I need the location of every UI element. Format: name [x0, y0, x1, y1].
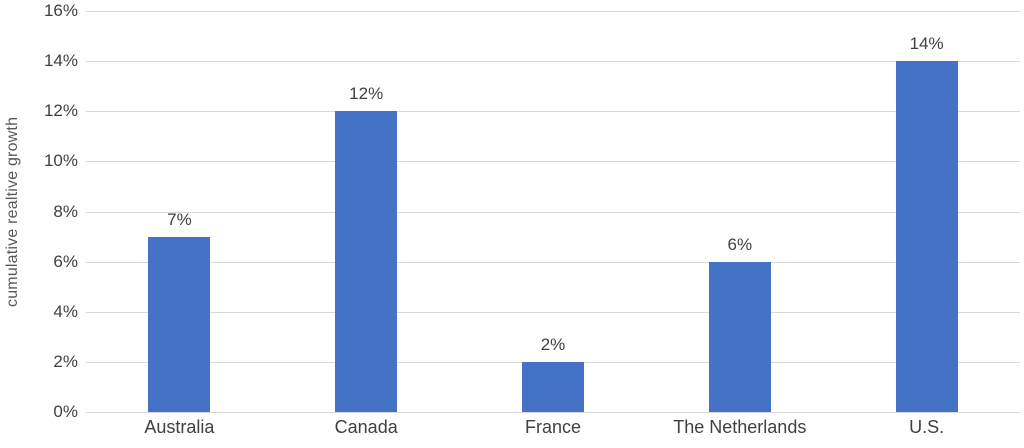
- bar-value-label: 7%: [167, 209, 192, 229]
- y-tick-label: 16%: [43, 1, 78, 20]
- gridline: [86, 61, 1020, 63]
- x-axis-labels: Australia Canada France The Netherlands U.S.: [86, 417, 1020, 443]
- gridline: [86, 11, 1020, 12]
- gridline: [86, 161, 1020, 163]
- y-tick-label: 0%: [53, 402, 78, 421]
- gridline: [86, 111, 1020, 113]
- x-axis-category-label: Australia: [144, 417, 215, 437]
- y-tick-label: 12%: [43, 101, 78, 121]
- bar-australia: [148, 236, 211, 412]
- x-axis-category-label: U.S.: [909, 417, 945, 437]
- gridline: [86, 412, 1020, 413]
- y-tick-label: 10%: [43, 151, 78, 171]
- gridline: [86, 311, 1020, 313]
- bar-the-netherlands: [708, 261, 771, 412]
- y-axis-ticks: 0% 2% 4% 6% 8% 10% 12% 14% 16%: [26, 1, 78, 421]
- plot-area: 7% 12% 2% 6% 14%: [86, 11, 1020, 413]
- x-axis-category-label: Canada: [334, 417, 398, 437]
- gridline: [86, 261, 1020, 263]
- bars-container: 7% 12% 2% 6% 14%: [86, 11, 1020, 412]
- bar-u-s: [895, 61, 958, 412]
- y-tick-label: 6%: [53, 251, 78, 271]
- y-tick-label: 8%: [53, 201, 78, 221]
- bar-slot: 12%: [273, 11, 460, 412]
- bar-slot: 2%: [460, 11, 647, 412]
- y-tick-label: 14%: [43, 51, 78, 71]
- gridline: [86, 211, 1020, 213]
- bar-value-label: 14%: [909, 34, 944, 54]
- bar-value-label: 12%: [349, 84, 384, 104]
- bar-slot: 7%: [86, 11, 273, 412]
- bar-canada: [335, 111, 398, 412]
- bar-value-label: 6%: [727, 234, 753, 254]
- bar-france: [521, 361, 584, 412]
- x-axis-category-label: The Netherlands: [673, 417, 807, 437]
- bar-value-label: 2%: [540, 334, 566, 354]
- y-tick-label: 4%: [53, 301, 78, 321]
- x-axis-category-label: France: [524, 417, 581, 437]
- y-tick-label: 2%: [53, 351, 78, 371]
- bar-slot: 14%: [833, 11, 1020, 412]
- y-axis-title: cumulative realtive growth: [4, 116, 21, 307]
- bar-slot: 6%: [646, 11, 833, 412]
